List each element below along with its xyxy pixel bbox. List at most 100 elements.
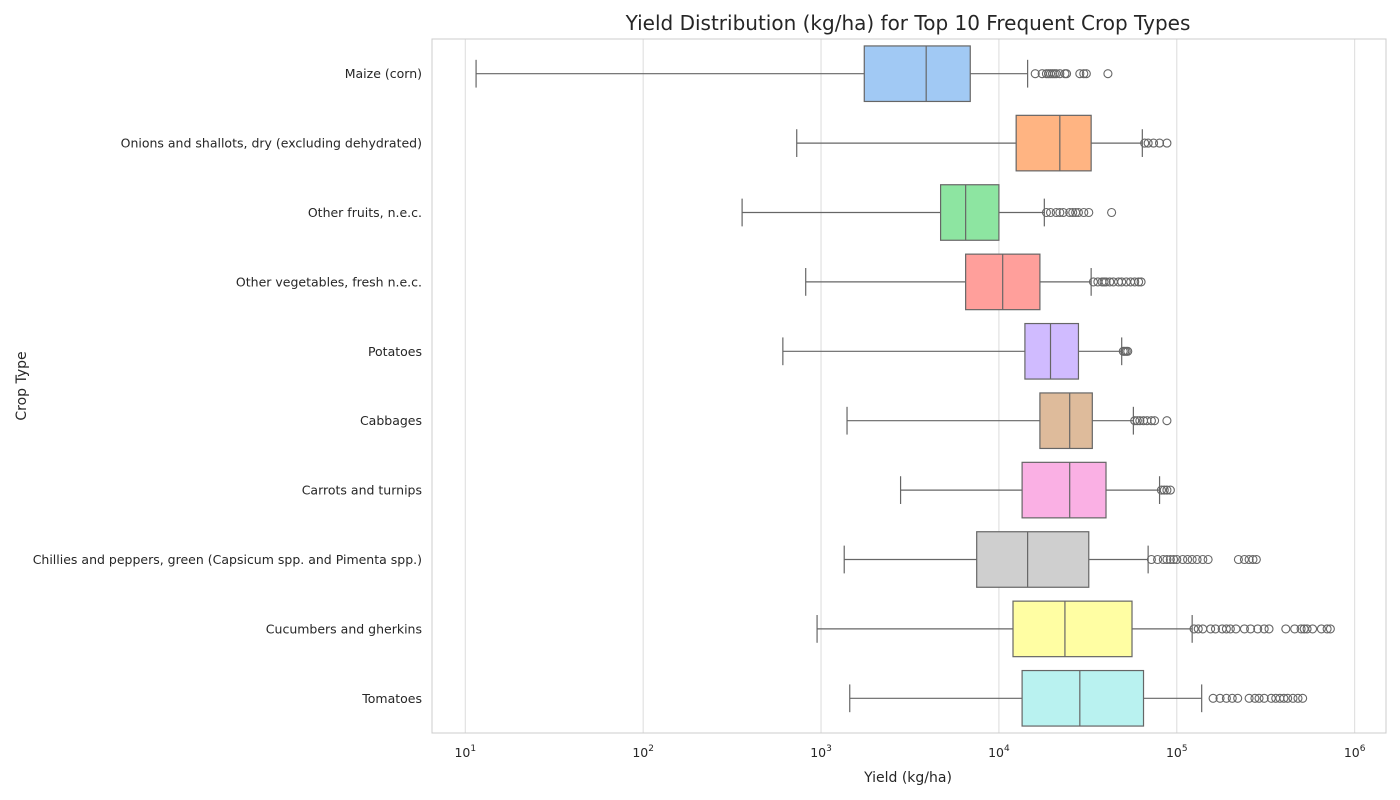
- box-group-4: [782, 322, 1133, 380]
- y-tick-label-1: Onions and shallots, dry (excluding dehy…: [121, 136, 422, 151]
- outlier-8-9: [1239, 624, 1249, 634]
- outlier-9-13: [1283, 693, 1293, 703]
- x-tick-exponent-5: 6: [1360, 744, 1366, 754]
- x-tick-base-2: 10: [810, 745, 826, 760]
- box-group-9: [849, 669, 1308, 727]
- outlier-8-6: [1221, 624, 1231, 634]
- x-tick-base-0: 10: [454, 745, 470, 760]
- outlier-7-9: [1187, 554, 1197, 565]
- outlier-6-3: [1165, 485, 1175, 495]
- boxes-layer: [475, 45, 1335, 727]
- outlier-9-4: [1233, 693, 1243, 703]
- box-6: [1021, 461, 1107, 519]
- outlier-0-13: [1081, 69, 1091, 79]
- outlier-8-11: [1253, 624, 1263, 634]
- outlier-9-8: [1259, 693, 1269, 703]
- chart-title: Yield Distribution (kg/ha) for Top 10 Fr…: [625, 11, 1191, 35]
- outlier-9-1: [1215, 693, 1225, 703]
- outlier-7-15: [1244, 554, 1254, 565]
- outlier-2-3: [1055, 207, 1065, 218]
- gridlines: [464, 39, 1356, 733]
- outlier-8-20: [1316, 624, 1326, 634]
- outlier-8-21: [1322, 624, 1332, 634]
- outlier-1-1: [1143, 138, 1153, 148]
- outlier-2-6: [1068, 207, 1078, 218]
- outlier-8-0: [1189, 624, 1199, 634]
- outlier-7-0: [1146, 554, 1156, 565]
- outlier-6-0: [1156, 485, 1167, 495]
- outlier-6-2: [1162, 485, 1172, 495]
- box-group-5: [846, 392, 1172, 450]
- x-axis-tick-labels: 101 102 103 104 105 106: [454, 744, 1365, 760]
- outlier-0-0: [1030, 69, 1040, 79]
- box-9: [1021, 669, 1145, 727]
- outlier-3-4: [1101, 277, 1111, 287]
- x-axis-label: Yield (kg/ha): [863, 770, 952, 786]
- outlier-8-8: [1231, 624, 1241, 634]
- y-tick-label-7: Chillies and peppers, green (Capsicum sp…: [33, 552, 422, 567]
- x-tick-base-5: 10: [1344, 745, 1360, 760]
- outlier-7-10: [1192, 554, 1202, 565]
- outlier-9-6: [1250, 693, 1260, 703]
- outlier-5-5: [1146, 416, 1156, 426]
- x-tick-label-4: 105: [1166, 744, 1188, 760]
- outlier-7-6: [1172, 554, 1182, 565]
- outlier-7-14: [1239, 554, 1249, 565]
- x-tick-label-1: 102: [632, 744, 654, 760]
- outlier-7-5: [1169, 554, 1179, 565]
- box-group-6: [899, 461, 1175, 519]
- outlier-9-5: [1244, 693, 1254, 703]
- outlier-7-3: [1162, 554, 1172, 565]
- y-axis-tick-labels: Maize (corn) Onions and shallots, dry (ex…: [33, 66, 422, 706]
- outlier-9-3: [1227, 693, 1237, 703]
- outlier-3-13: [1136, 277, 1146, 287]
- box-group-2: [741, 184, 1117, 241]
- outlier-8-18: [1302, 624, 1312, 634]
- x-tick-base-3: 10: [988, 745, 1004, 760]
- outlier-7-1: [1153, 554, 1163, 565]
- outlier-7-16: [1248, 554, 1258, 565]
- box-group-0: [475, 45, 1113, 103]
- outlier-8-14: [1281, 624, 1291, 634]
- outlier-8-22: [1325, 624, 1335, 634]
- outlier-9-16: [1298, 693, 1308, 703]
- outlier-8-1: [1193, 624, 1203, 634]
- outlier-7-8: [1183, 554, 1193, 565]
- box-group-3: [805, 253, 1146, 311]
- outlier-0-10: [1061, 69, 1072, 79]
- outlier-3-11: [1130, 277, 1140, 287]
- outlier-0-8: [1055, 69, 1065, 79]
- outlier-5-7: [1162, 416, 1172, 426]
- outlier-1-0: [1140, 138, 1150, 148]
- outlier-8-16: [1296, 624, 1306, 634]
- outlier-1-2: [1148, 138, 1159, 148]
- x-tick-exponent-2: 3: [826, 744, 832, 754]
- box-1: [1015, 114, 1092, 172]
- box-0: [863, 45, 971, 103]
- outlier-7-13: [1233, 554, 1243, 565]
- outlier-2-1: [1045, 207, 1056, 218]
- outlier-8-10: [1246, 624, 1256, 634]
- outlier-3-8: [1117, 277, 1127, 287]
- outlier-8-3: [1206, 624, 1216, 634]
- x-tick-label-2: 103: [810, 744, 832, 760]
- y-tick-label-5: Cabbages: [360, 413, 422, 428]
- x-tick-exponent-0: 1: [470, 744, 476, 754]
- outlier-9-7: [1254, 693, 1264, 703]
- outlier-5-1: [1132, 416, 1142, 426]
- outlier-2-9: [1079, 207, 1089, 218]
- outlier-3-5: [1105, 277, 1115, 287]
- box-5: [1039, 392, 1093, 450]
- outlier-8-7: [1225, 624, 1235, 634]
- outlier-8-19: [1308, 624, 1318, 634]
- x-tick-label-3: 104: [988, 744, 1010, 760]
- outlier-3-0: [1088, 277, 1099, 287]
- outlier-2-11: [1107, 207, 1117, 218]
- x-tick-label-0: 101: [454, 744, 476, 760]
- outlier-7-12: [1203, 554, 1213, 565]
- box-4: [1024, 322, 1080, 380]
- box-group-7: [843, 531, 1261, 588]
- x-tick-exponent-1: 2: [648, 744, 654, 754]
- outlier-7-17: [1251, 554, 1261, 565]
